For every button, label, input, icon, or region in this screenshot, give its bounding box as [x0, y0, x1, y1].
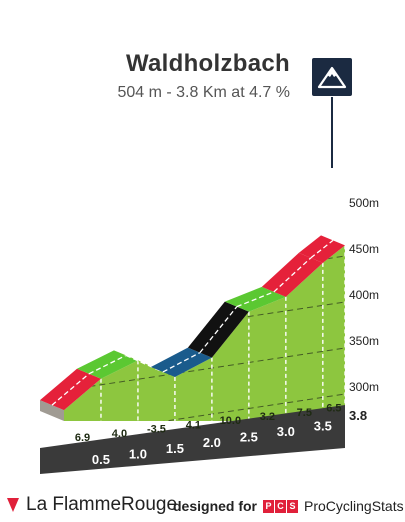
mountain-summit-icon [312, 58, 352, 96]
distance-band [40, 405, 345, 474]
km-marker-label: 1.5 [166, 441, 184, 456]
gradient-segment [298, 235, 345, 263]
segment-centerline [51, 373, 90, 406]
climb-title: Waldholzbach [125, 50, 290, 77]
distance-base-band [40, 405, 345, 474]
pcs-letter-c: C [275, 499, 287, 513]
segment-centerline [236, 291, 275, 308]
segment-centerline [199, 306, 238, 354]
segment-centerline [310, 239, 334, 259]
profile-fill-area [64, 245, 345, 421]
pcs-letter-s: S [287, 499, 299, 513]
profile-fill [64, 245, 345, 421]
designed-for-label: designed for [173, 498, 258, 514]
km-marker-label: 0.5 [92, 452, 110, 467]
profile-labels: 300m 350m 400m 450m 500m 6.9 4.0 -3.5 4.1 10.0 3.2… [75, 196, 379, 467]
gradient-label: 4.1 [186, 419, 201, 431]
gradient-label: 6.9 [75, 432, 90, 444]
gradient-label: -3.5 [147, 424, 166, 436]
y-tick-label: 500m [349, 196, 379, 210]
km-marker-label: 1.0 [129, 446, 147, 461]
gradient-label: 7.5 [297, 407, 312, 419]
gradient-segment-ribbons [40, 235, 345, 411]
pcs-name-label: ProCyclingStats [304, 498, 404, 514]
y-tick-label: 400m [349, 288, 379, 302]
end-distance-label: 3.8 [349, 408, 367, 423]
segment-centerline [273, 257, 312, 293]
km-divider-lines [100, 245, 346, 421]
brand-label: La FlammeRouge [26, 494, 178, 515]
la-flamme-rouge-brand: La FlammeRouge [6, 494, 177, 516]
gradient-label: 4.0 [112, 428, 127, 440]
profile-side-face [40, 400, 64, 421]
gradient-label: 6.5 [326, 403, 341, 415]
gradient-label: 10.0 [220, 415, 241, 427]
km-marker-label: 2.0 [203, 435, 221, 450]
climb-subtitle: 504 m - 3.8 Km at 4.7 % [117, 84, 290, 101]
designed-for-credit: designed for P C S ProCyclingStats [173, 498, 404, 514]
km-marker-label: 2.5 [240, 430, 258, 445]
km-marker-label: 3.0 [277, 424, 295, 439]
km-marker-label: 3.5 [314, 418, 332, 433]
y-tick-label: 350m [349, 334, 379, 348]
segment-centerline [162, 352, 201, 373]
gradient-segment [187, 301, 249, 358]
flamme-rouge-flag-icon [7, 498, 19, 512]
segment-centerline [88, 354, 127, 375]
y-tick-label: 300m [349, 380, 379, 394]
pcs-logo-icon: P C S [263, 499, 299, 513]
elevation-gridline [64, 245, 345, 257]
profile-left-face [40, 400, 64, 421]
footer-bar: La FlammeRouge designed for P C S ProCyc… [0, 490, 405, 522]
elevation-gridline [64, 393, 345, 421]
y-tick-label: 450m [349, 242, 379, 256]
pcs-letter-p: P [263, 499, 275, 513]
gradient-label: 3.2 [260, 411, 275, 423]
